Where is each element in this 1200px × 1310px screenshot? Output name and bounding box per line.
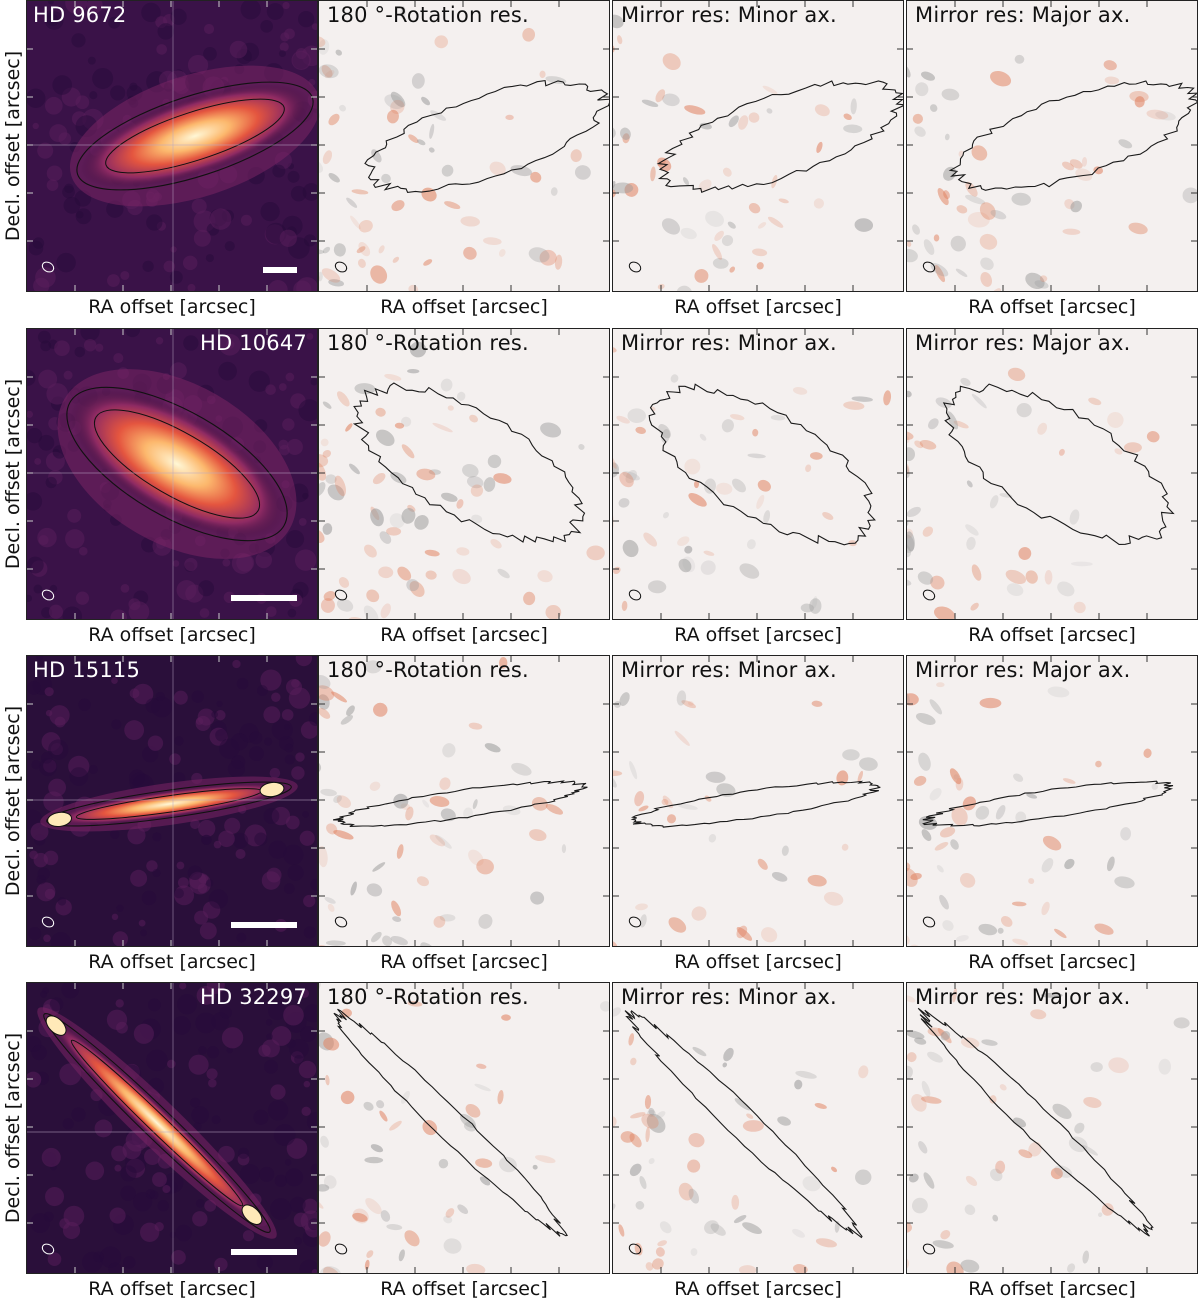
rotation-residual-panel: 180 °-Rotation res.	[318, 982, 610, 1274]
x-axis-label: RA offset [arcsec]	[906, 624, 1198, 646]
x-axis-label: RA offset [arcsec]	[906, 296, 1198, 318]
data-map-panel: HD 9672	[26, 0, 318, 292]
y-axis-label: Decl. offset [arcsec]	[0, 655, 26, 947]
y-axis-label: Decl. offset [arcsec]	[0, 0, 26, 292]
panel-title: 180 °-Rotation res.	[327, 331, 529, 355]
panel-title: HD 15115	[33, 658, 140, 682]
panel-title: HD 32297	[200, 985, 307, 1009]
x-axis-label: RA offset [arcsec]	[26, 1278, 318, 1300]
residual-map	[319, 983, 609, 1273]
panel-title: HD 9672	[33, 3, 126, 27]
x-axis-label: RA offset [arcsec]	[906, 951, 1198, 973]
panel-title: Mirror res: Major ax.	[915, 985, 1130, 1009]
x-axis-label: RA offset [arcsec]	[612, 296, 904, 318]
row-hd-9672: Decl. offset [arcsec] HD 9672 180 °-Rota…	[0, 0, 1200, 328]
panel-title: Mirror res: Major ax.	[915, 3, 1130, 27]
panel-title: HD 10647	[200, 331, 307, 355]
mirror-minor-residual-panel: Mirror res: Minor ax.	[612, 655, 904, 947]
x-axis-label: RA offset [arcsec]	[906, 1278, 1198, 1300]
mirror-major-residual-panel: Mirror res: Major ax.	[906, 0, 1198, 292]
x-axis-label: RA offset [arcsec]	[318, 1278, 610, 1300]
x-axis-label: RA offset [arcsec]	[612, 1278, 904, 1300]
residual-map	[907, 329, 1197, 619]
rotation-residual-panel: 180 °-Rotation res.	[318, 328, 610, 620]
mirror-major-residual-panel: Mirror res: Major ax.	[906, 655, 1198, 947]
residual-map	[613, 329, 903, 619]
row-hd-32297: Decl. offset [arcsec] HD 32297 180 °-Rot…	[0, 982, 1200, 1310]
panel-title: Mirror res: Minor ax.	[621, 3, 837, 27]
row-hd-10647: Decl. offset [arcsec] HD 10647 180 °-Rot…	[0, 328, 1200, 656]
data-map-panel: HD 10647	[26, 328, 318, 620]
residual-map	[907, 656, 1197, 946]
panel-title: Mirror res: Major ax.	[915, 658, 1130, 682]
panel-title: Mirror res: Minor ax.	[621, 985, 837, 1009]
residual-map	[613, 1, 903, 291]
x-axis-label: RA offset [arcsec]	[318, 296, 610, 318]
residual-map	[613, 983, 903, 1273]
y-axis-label: Decl. offset [arcsec]	[0, 328, 26, 620]
residual-map	[319, 656, 609, 946]
panel-title: Mirror res: Minor ax.	[621, 331, 837, 355]
x-axis-label: RA offset [arcsec]	[612, 951, 904, 973]
panel-title: Mirror res: Major ax.	[915, 331, 1130, 355]
mirror-minor-residual-panel: Mirror res: Minor ax.	[612, 0, 904, 292]
mirror-minor-residual-panel: Mirror res: Minor ax.	[612, 328, 904, 620]
data-map-panel: HD 15115	[26, 655, 318, 947]
mirror-minor-residual-panel: Mirror res: Minor ax.	[612, 982, 904, 1274]
disk-image	[27, 983, 317, 1273]
residual-map	[319, 1, 609, 291]
x-axis-label: RA offset [arcsec]	[318, 951, 610, 973]
mirror-major-residual-panel: Mirror res: Major ax.	[906, 982, 1198, 1274]
panel-title: 180 °-Rotation res.	[327, 658, 529, 682]
residual-map	[907, 1, 1197, 291]
data-map-panel: HD 32297	[26, 982, 318, 1274]
residual-map	[907, 983, 1197, 1273]
residual-map	[613, 656, 903, 946]
x-axis-label: RA offset [arcsec]	[612, 624, 904, 646]
residual-map	[319, 329, 609, 619]
rotation-residual-panel: 180 °-Rotation res.	[318, 0, 610, 292]
disk-image	[27, 329, 317, 619]
mirror-major-residual-panel: Mirror res: Major ax.	[906, 328, 1198, 620]
row-hd-15115: Decl. offset [arcsec] HD 15115 180 °-Rot…	[0, 655, 1200, 983]
x-axis-label: RA offset [arcsec]	[26, 951, 318, 973]
rotation-residual-panel: 180 °-Rotation res.	[318, 655, 610, 947]
panel-title: Mirror res: Minor ax.	[621, 658, 837, 682]
x-axis-label: RA offset [arcsec]	[26, 624, 318, 646]
panel-title: 180 °-Rotation res.	[327, 3, 529, 27]
disk-image	[27, 656, 317, 946]
x-axis-label: RA offset [arcsec]	[26, 296, 318, 318]
panel-title: 180 °-Rotation res.	[327, 985, 529, 1009]
x-axis-label: RA offset [arcsec]	[318, 624, 610, 646]
y-axis-label: Decl. offset [arcsec]	[0, 982, 26, 1274]
disk-image	[27, 1, 317, 291]
